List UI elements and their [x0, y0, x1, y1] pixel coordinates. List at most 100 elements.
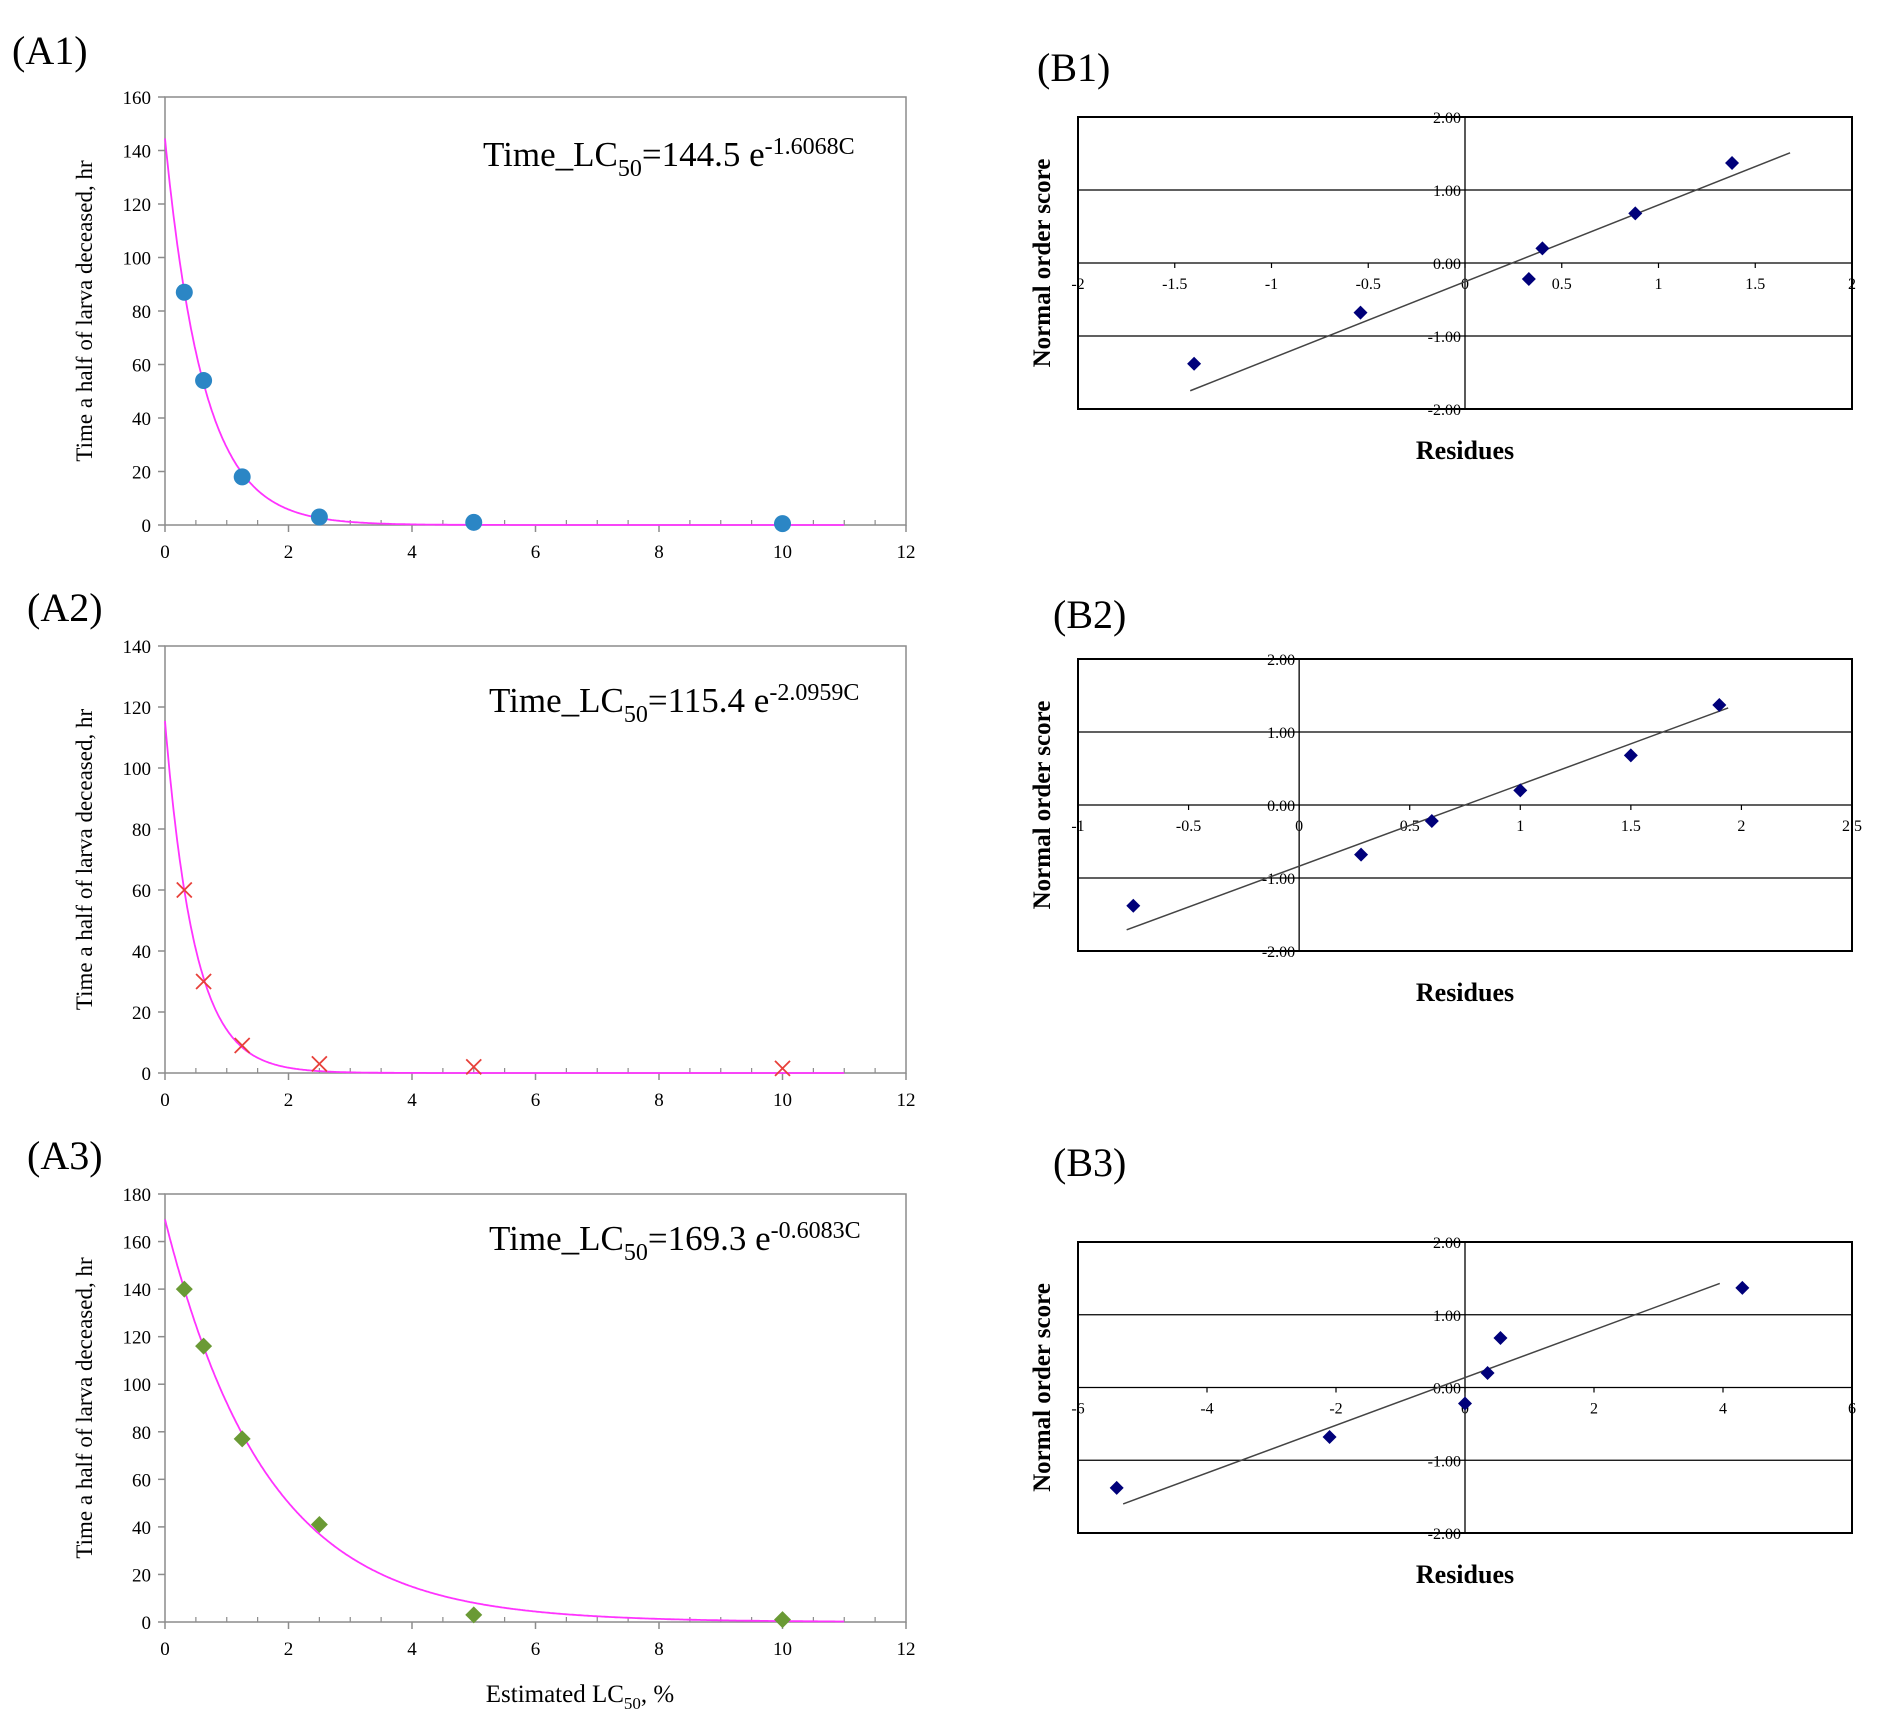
data-point — [1628, 206, 1643, 221]
data-point — [311, 1055, 328, 1072]
x-tick-label: 2.5 — [1842, 818, 1862, 835]
y-tick-label: 140 — [123, 142, 152, 163]
y-tick-label: 140 — [123, 1280, 152, 1301]
y-tick-label: -2.00 — [1428, 1526, 1461, 1543]
x-tick-label: 2 — [1848, 276, 1856, 293]
y-tick-label: 0 — [142, 1613, 152, 1634]
y-tick-label: 120 — [123, 195, 152, 216]
y-tick-label: 80 — [132, 302, 151, 323]
data-point — [1725, 155, 1740, 170]
fit-curve — [164, 138, 845, 526]
x-tick-label: -1 — [1265, 276, 1278, 293]
y-axis-label: Normal order score — [1029, 1283, 1056, 1492]
x-tick-label: 0.5 — [1400, 818, 1420, 835]
text-span: 50 — [624, 1694, 641, 1713]
data-point — [1126, 898, 1141, 913]
y-tick-label: 140 — [123, 637, 152, 658]
text-span: 50 — [624, 702, 648, 728]
x-tick-label: 0.5 — [1552, 276, 1572, 293]
x-tick-label: -1.5 — [1162, 276, 1187, 293]
y-tick-label: 2.00 — [1433, 1235, 1461, 1252]
x-tick-label: 1 — [1655, 276, 1663, 293]
data-point — [1322, 1429, 1337, 1444]
x-tick-label: 6 — [531, 1639, 541, 1660]
x-tick-label: 10 — [773, 1639, 792, 1660]
y-tick-label: 160 — [123, 88, 152, 109]
data-point — [1493, 1331, 1508, 1346]
data-point — [310, 1516, 328, 1534]
data-point — [1354, 847, 1369, 862]
y-tick-label: 60 — [132, 1470, 151, 1491]
data-point — [234, 1037, 251, 1054]
data-point — [1521, 272, 1536, 287]
x-tick-label: 0 — [160, 1090, 170, 1111]
panel-label: (A2) — [27, 585, 103, 630]
data-point — [310, 508, 328, 526]
y-tick-label: 40 — [132, 942, 151, 963]
y-tick-label: 0.00 — [1267, 798, 1295, 815]
panel-label: (B2) — [1053, 592, 1126, 637]
y-axis-label: Time a half of larva deceased, hr — [72, 709, 97, 1011]
y-tick-label: 0.00 — [1433, 1381, 1461, 1398]
x-tick-label: 8 — [654, 1090, 664, 1111]
y-tick-label: 120 — [123, 698, 152, 719]
x-tick-label: 0 — [1461, 276, 1469, 293]
x-tick-label: -2 — [1071, 276, 1084, 293]
data-point — [1735, 1280, 1750, 1295]
y-tick-label: 20 — [132, 1003, 151, 1024]
y-axis-label: Time a half of larva deceased, hr — [72, 1257, 97, 1559]
y-tick-label: 1.00 — [1433, 183, 1461, 200]
data-point — [1480, 1365, 1495, 1380]
fit-equation: Time_LC50=115.4 e-2.0959C — [489, 680, 859, 728]
y-tick-label: 100 — [123, 1375, 152, 1396]
text-span: -0.6083C — [771, 1218, 861, 1244]
data-point — [195, 973, 212, 990]
fit-equation: Time_LC50=169.3 e-0.6083C — [489, 1218, 861, 1266]
x-tick-label: 8 — [654, 1639, 664, 1660]
x-tick-label: -1 — [1071, 818, 1084, 835]
x-axis-label: Residues — [1416, 436, 1514, 465]
x-tick-label: 0 — [160, 542, 170, 563]
x-tick-label: 4 — [1719, 1401, 1727, 1418]
x-tick-label: 0 — [1295, 818, 1303, 835]
text-span: Estimated LC — [486, 1681, 624, 1708]
text-span: -1.6068C — [765, 134, 855, 160]
data-point — [774, 1060, 791, 1077]
x-tick-label: 2 — [284, 1090, 294, 1111]
data-point — [1353, 305, 1368, 320]
data-point — [233, 1430, 251, 1448]
text-span: -2.0959C — [769, 680, 859, 706]
x-tick-label: -2 — [1329, 1401, 1342, 1418]
y-tick-label: 0 — [142, 516, 152, 537]
y-tick-label: 80 — [132, 1423, 151, 1444]
y-tick-label: -2.00 — [1262, 944, 1295, 961]
chart-panel-b1: (B1) 2.00 1.00 0.00 -1.00 -2.00 -2 -1.5 -1 -0.5 0 0… — [1029, 45, 1856, 465]
chart-panel-a3: (A3) 0 20 40 60 80 100 120 140 160 180 0 2 4 6 8 10 12 Tim… — [27, 1133, 916, 1713]
data-point — [1424, 814, 1439, 829]
x-tick-label: 4 — [407, 1090, 417, 1111]
y-tick-label: 20 — [132, 1565, 151, 1586]
fit-curve — [164, 1219, 845, 1623]
y-tick-label: -1.00 — [1428, 1453, 1461, 1470]
x-tick-label: 10 — [773, 542, 792, 563]
x-tick-label: 1.5 — [1621, 818, 1641, 835]
x-tick-label: 0 — [160, 1639, 170, 1660]
y-tick-label: 120 — [123, 1328, 152, 1349]
data-point — [1712, 697, 1727, 712]
y-tick-label: 180 — [123, 1185, 152, 1206]
data-point — [774, 1611, 791, 1629]
text-span: , % — [641, 1681, 674, 1708]
text-span: 50 — [618, 156, 642, 182]
chart-panel-a2: (A2) 0 20 40 60 80 100 120 140 0 2 4 6 8 10 12 Time a ha… — [27, 585, 916, 1111]
data-point — [175, 283, 193, 301]
y-tick-label: 20 — [132, 463, 151, 484]
y-axis-label: Normal order score — [1029, 159, 1056, 368]
y-tick-label: 60 — [132, 356, 151, 377]
x-tick-label: 4 — [407, 1639, 417, 1660]
y-tick-label: -2.00 — [1428, 402, 1461, 419]
fit-line — [1122, 1282, 1721, 1505]
data-point — [1458, 1396, 1472, 1411]
y-tick-label: 40 — [132, 409, 151, 430]
data-point — [1187, 356, 1202, 371]
x-tick-label: -0.5 — [1356, 276, 1381, 293]
